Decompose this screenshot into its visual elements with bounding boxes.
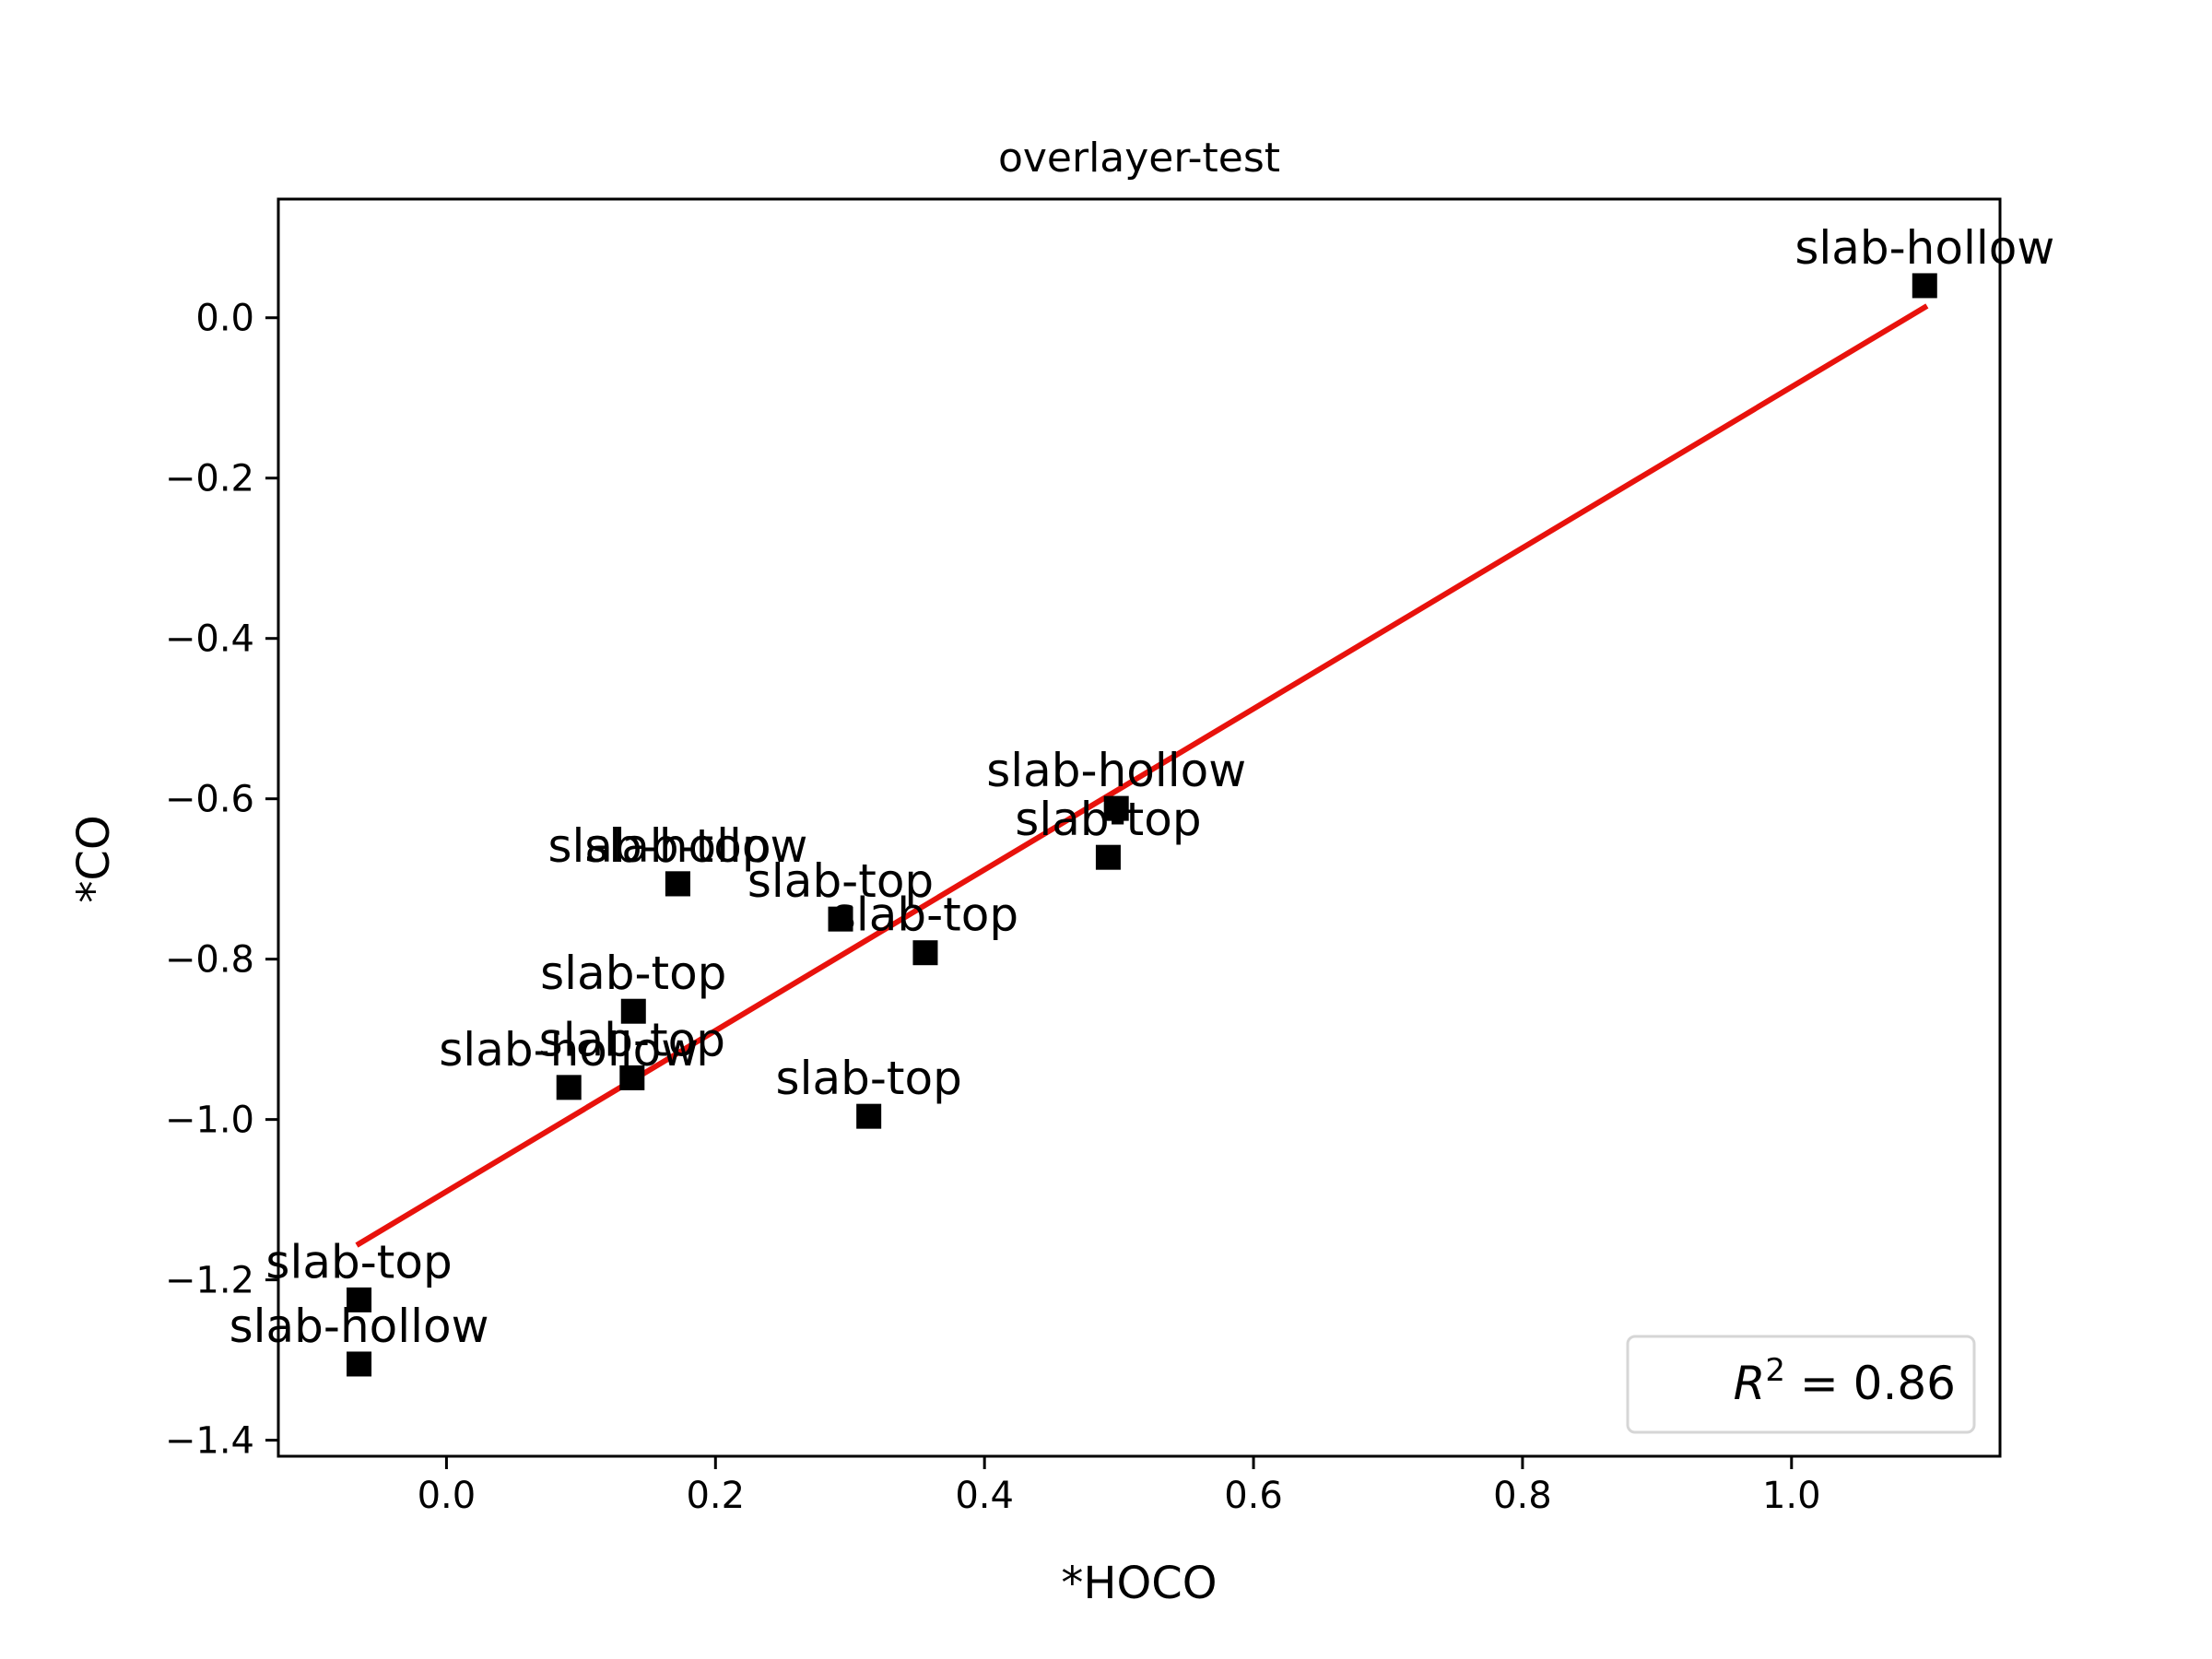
x-tick-label: 0.8 <box>1493 1475 1552 1517</box>
plot-frame <box>276 197 2002 1458</box>
y-tick-label: −0.4 <box>165 618 254 661</box>
point-label: slab-top <box>584 819 771 873</box>
point-label: slab-top <box>1015 793 1201 846</box>
y-tick-label: −0.6 <box>165 779 254 821</box>
x-axis-label: *HOCO <box>1061 1558 1217 1609</box>
y-tick-label: 0.0 <box>195 298 254 340</box>
point-label: slab-hollow <box>439 1023 699 1077</box>
point-label: slab-top <box>832 888 1018 942</box>
point-label: slab-top <box>539 1013 725 1066</box>
data-point <box>347 1287 372 1312</box>
y-tick-label: −1.4 <box>165 1420 254 1463</box>
data-point <box>1095 844 1121 870</box>
y-tick-label: −1.2 <box>165 1260 254 1302</box>
r-squared-exponent: 2 <box>1765 1352 1785 1389</box>
r-squared-legend: R2 = 0.86 <box>1626 1335 1976 1434</box>
chart-title: overlayer-test <box>998 135 1280 182</box>
y-axis-label: *CO <box>68 815 120 902</box>
point-label: slab-top <box>265 1235 452 1288</box>
x-tick-label: 0.6 <box>1224 1475 1283 1517</box>
data-point <box>828 906 853 932</box>
point-label: slab-top <box>540 947 726 1000</box>
data-point <box>619 1065 645 1090</box>
x-tick-label: 0.0 <box>418 1475 477 1517</box>
point-label: slab-hollow <box>547 819 807 873</box>
x-tick-label: 0.4 <box>955 1475 1014 1517</box>
axis-ticks: 0.0 0.2 0.4 0.6 0.8 1.0 0.0 −0.2 −0.4 −0.6 −0.8 −1.… <box>165 298 1821 1517</box>
data-point <box>665 871 690 897</box>
data-point <box>620 998 646 1024</box>
data-point <box>1912 273 1937 299</box>
data-point <box>347 1351 372 1377</box>
data-point <box>556 1075 582 1100</box>
point-label: slab-hollow <box>229 1300 489 1353</box>
data-marks: slab-hollowslab-hollowslab-topslab-hollo… <box>229 221 2054 1377</box>
y-tick-label: −0.8 <box>165 939 254 982</box>
data-point <box>912 940 938 966</box>
r-squared-text: R2 = 0.86 <box>1734 1352 1956 1410</box>
x-tick-label: 0.2 <box>686 1475 745 1517</box>
point-label: slab-top <box>747 854 934 908</box>
legend-frame <box>1626 1335 1976 1434</box>
x-tick-label: 1.0 <box>1762 1475 1821 1517</box>
r-squared-symbol: R <box>1734 1357 1766 1410</box>
y-tick-label: −0.2 <box>165 458 254 500</box>
data-point <box>1103 795 1129 821</box>
point-label: slab-hollow <box>986 744 1246 797</box>
point-label: slab-top <box>776 1052 962 1105</box>
point-label: slab-hollow <box>1794 221 2054 275</box>
data-point <box>856 1103 882 1129</box>
r-squared-value: = 0.86 <box>1785 1357 1956 1410</box>
y-tick-label: −1.0 <box>165 1100 254 1142</box>
